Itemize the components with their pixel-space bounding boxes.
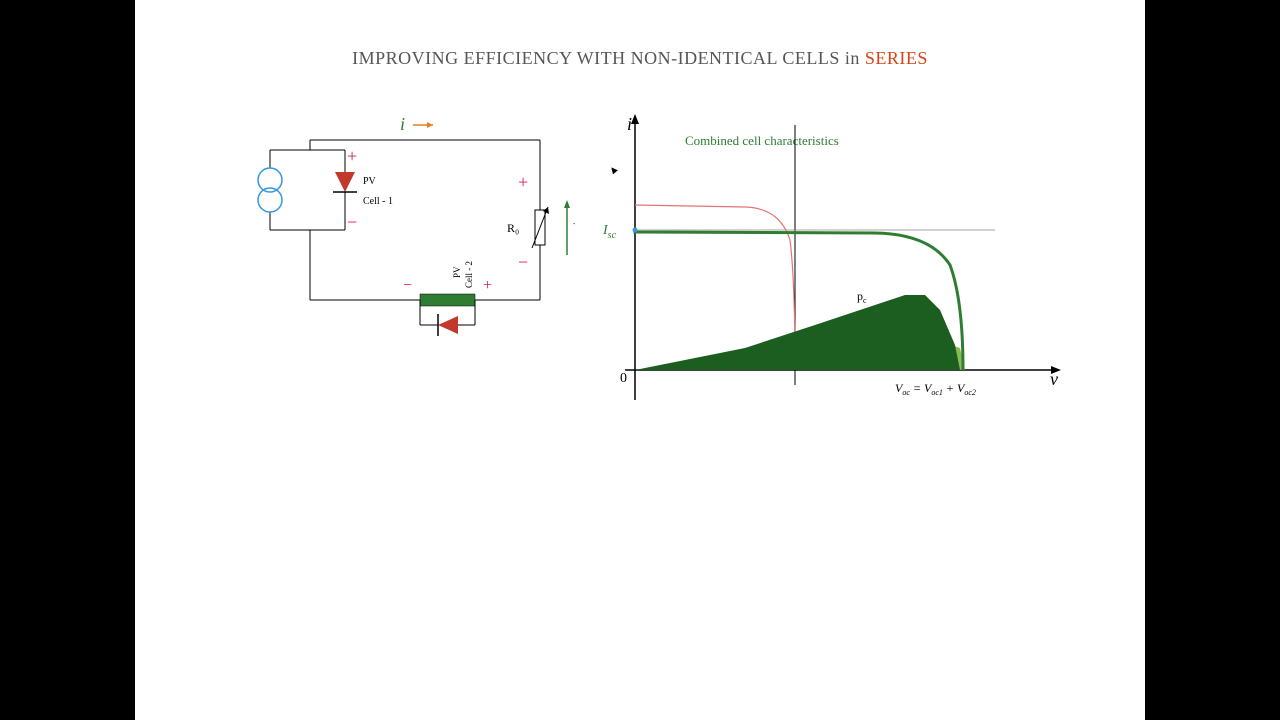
- y-axis-label: i: [627, 114, 632, 134]
- page-title: IMPROVING EFFICIENCY WITH NON-IDENTICAL …: [135, 48, 1145, 69]
- vt-label: VT: [573, 219, 575, 243]
- cell1-label: PV: [363, 176, 377, 187]
- chart-title: Combined cell characteristics: [685, 133, 839, 148]
- vt-plus: +: [518, 172, 528, 192]
- vt-minus: −: [518, 252, 528, 272]
- cell1-minus: −: [347, 212, 357, 232]
- title-accent: SERIES: [865, 48, 928, 68]
- diode-1: [333, 172, 357, 200]
- vt-arrow-head: [564, 200, 570, 208]
- cell2-minus: −: [403, 277, 412, 294]
- pc-label: pc: [857, 289, 867, 305]
- x-axis-label: v: [1050, 369, 1058, 389]
- title-main: IMPROVING EFFICIENCY WITH NON-IDENTICAL …: [352, 48, 865, 68]
- circuit-diagram: i: [195, 100, 575, 380]
- current-label: i: [400, 114, 405, 134]
- power-area-dark: [635, 295, 960, 370]
- isc-label: Isc: [602, 223, 617, 241]
- isc-point: [633, 228, 638, 233]
- origin-label: 0: [620, 371, 627, 386]
- cell1-sublabel: Cell - 1: [363, 196, 393, 207]
- cell2-plus: +: [483, 277, 492, 294]
- pv-cell2-block: [420, 294, 475, 306]
- page: IMPROVING EFFICIENCY WITH NON-IDENTICAL …: [135, 0, 1145, 720]
- current-arrow-head: [427, 122, 433, 128]
- cell2-sublabel: Cell - 2: [464, 261, 474, 288]
- r0-label: R₀: [507, 221, 519, 235]
- diode-2: [430, 314, 458, 336]
- cell2-label: PV: [452, 266, 462, 278]
- iv-chart: i v 0 Combined cell characteristics Isc: [595, 100, 1075, 420]
- voc-label: Voc = Voc1 + Voc2: [895, 381, 976, 398]
- cell1-plus: +: [347, 146, 357, 166]
- load-resistor: [532, 207, 549, 248]
